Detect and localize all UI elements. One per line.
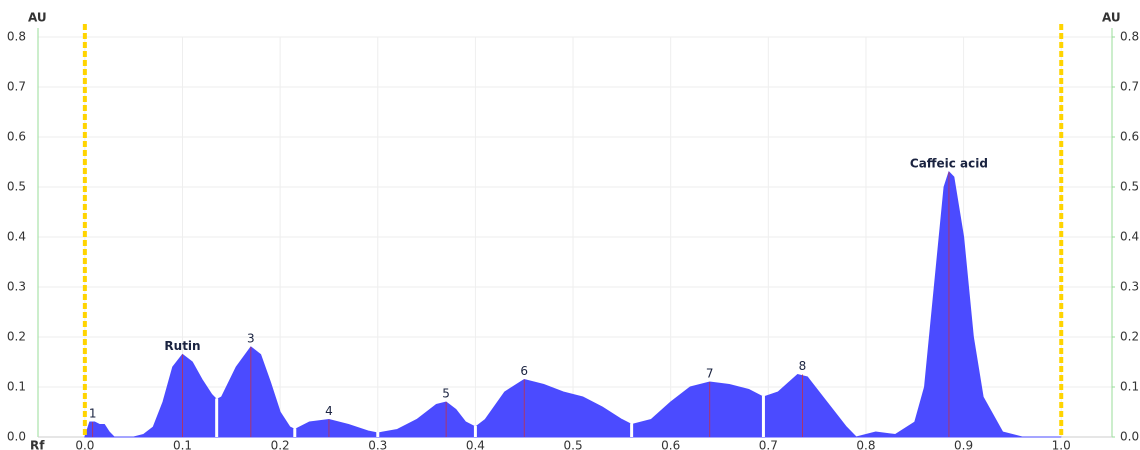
peak-label: Caffeic acid [910, 157, 988, 171]
y-tick-label: 0.2 [7, 330, 26, 344]
y-tick-label: 0.5 [7, 180, 26, 194]
x-tick-label: 0.8 [856, 439, 875, 450]
peak-label: 7 [706, 367, 714, 381]
y-tick-label: 0.8 [7, 30, 26, 44]
y2-tick-label: 0.6 [1120, 130, 1139, 144]
x-tick-label: 0.0 [75, 439, 94, 450]
y2-tick-label: 0.3 [1120, 280, 1139, 294]
y-tick-label: 0.0 [7, 430, 26, 444]
y2-tick-label: 0.8 [1120, 30, 1139, 44]
x-tick-label: 0.9 [954, 439, 973, 450]
x-tick-label: 1.0 [1052, 439, 1071, 450]
y-tick-label: 0.7 [7, 80, 26, 94]
x-tick-label: 0.3 [368, 439, 387, 450]
y2-axis-label: AU [1102, 11, 1121, 25]
y-tick-label: 0.1 [7, 380, 26, 394]
peak-label: 1 [89, 407, 97, 421]
peak-label: 4 [325, 404, 333, 418]
y-axis-label: AU [28, 11, 47, 25]
peak-label: 6 [520, 364, 528, 378]
x-tick-label: 0.7 [759, 439, 778, 450]
y2-tick-label: 0.4 [1120, 230, 1139, 244]
peak-label: Rutin [164, 339, 200, 353]
peak-label: 8 [799, 359, 807, 373]
x-tick-label: 0.5 [564, 439, 583, 450]
x-tick-label: 0.2 [271, 439, 290, 450]
x-axis-label: Rf [30, 439, 45, 450]
x-tick-label: 0.6 [661, 439, 680, 450]
y2-tick-label: 0.2 [1120, 330, 1139, 344]
x-tick-label: 0.1 [173, 439, 192, 450]
y-tick-label: 0.4 [7, 230, 26, 244]
y2-tick-label: 0.5 [1120, 180, 1139, 194]
x-tick-label: 0.4 [466, 439, 485, 450]
peak-label: 3 [247, 332, 255, 346]
peak-label: 5 [442, 387, 450, 401]
y2-tick-label: 0.7 [1120, 80, 1139, 94]
y2-tick-label: 0.0 [1120, 430, 1139, 444]
y-tick-label: 0.3 [7, 280, 26, 294]
y-tick-label: 0.6 [7, 130, 26, 144]
y2-tick-label: 0.1 [1120, 380, 1139, 394]
